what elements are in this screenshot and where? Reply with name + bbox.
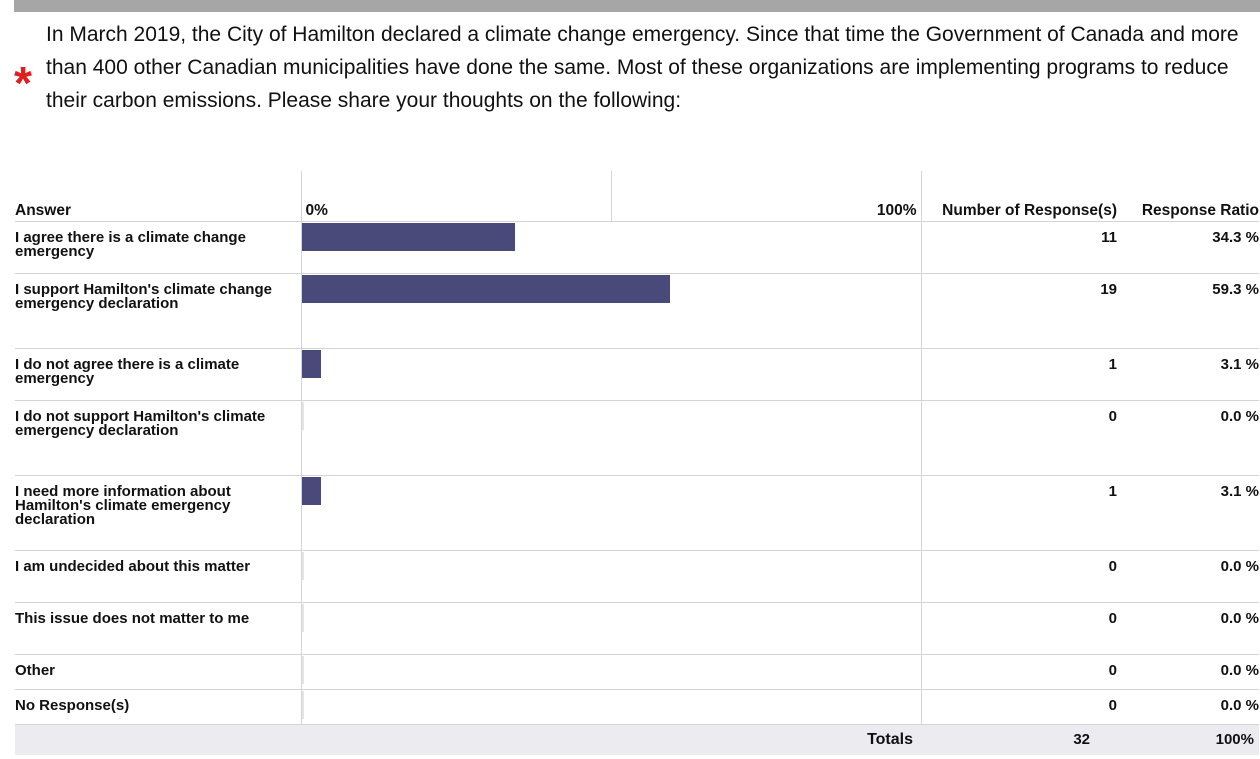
answer-label: I do not support Hamilton's climate emer… [15,400,301,476]
bar [301,350,321,378]
bar-track [300,689,922,725]
count-header: Number of Response(s) [921,171,1117,222]
header-row: Answer 0% 100% Number of Response(s) Res… [15,171,1259,222]
table-row: This issue does not matter to me 0 0.0 % [15,602,1259,655]
response-ratio: 0.0 % [1117,400,1259,476]
top-rule [14,0,1260,12]
bar-track [300,475,922,551]
bar [301,604,304,632]
table-row: No Response(s) 0 0.0 % [15,689,1259,725]
answer-label: This issue does not matter to me [15,602,301,655]
response-count: 0 [921,400,1117,476]
scale-midline [611,171,612,221]
bar-track [300,550,922,603]
response-count: 0 [921,689,1117,725]
bar [301,402,304,430]
results-body: I agree there is a climate change emerge… [15,221,1259,725]
bar-track [300,221,922,274]
table-row: I do not support Hamilton's climate emer… [15,400,1259,476]
totals-empty-cell [15,724,301,755]
results-table: Answer 0% 100% Number of Response(s) Res… [15,171,1259,755]
totals-row: Totals 32 100% [15,724,1259,755]
bar [301,656,304,684]
table-row: I support Hamilton's climate change emer… [15,273,1259,349]
response-count: 11 [921,221,1117,274]
bar [301,477,321,505]
bar-track [300,348,922,401]
response-ratio: 0.0 % [1117,654,1259,690]
scale-min-label: 0% [305,202,328,219]
answer-label: I need more information about Hamilton's… [15,475,301,551]
response-count: 0 [921,654,1117,690]
response-count: 0 [921,602,1117,655]
answer-label: I do not agree there is a climate emerge… [15,348,301,401]
bar [301,691,304,719]
table-row: Other 0 0.0 % [15,654,1259,690]
response-ratio: 3.1 % [1117,348,1259,401]
answer-label: I am undecided about this matter [15,550,301,603]
table-row: I need more information about Hamilton's… [15,475,1259,551]
answer-label: I agree there is a climate change emerge… [15,221,301,274]
bar-track [300,602,922,655]
response-ratio: 59.3 % [1117,273,1259,349]
totals-ratio: 100% [1117,724,1259,755]
answer-label: Other [15,654,301,690]
scale-header: 0% 100% [300,171,922,222]
response-ratio: 0.0 % [1117,602,1259,655]
bar-track [300,654,922,690]
bar-track [300,400,922,476]
response-count: 1 [921,348,1117,401]
answer-label: I support Hamilton's climate change emer… [15,273,301,349]
table-row: I do not agree there is a climate emerge… [15,348,1259,401]
required-asterisk-icon: * [14,57,32,109]
response-count: 19 [921,273,1117,349]
response-ratio: 0.0 % [1117,689,1259,725]
bar [301,223,515,251]
response-count: 1 [921,475,1117,551]
response-count: 0 [921,550,1117,603]
question-text: In March 2019, the City of Hamilton decl… [46,23,1239,112]
response-ratio: 0.0 % [1117,550,1259,603]
ratio-header: Response Ratio [1117,171,1259,222]
response-ratio: 3.1 % [1117,475,1259,551]
table-row: I agree there is a climate change emerge… [15,221,1259,274]
bar [301,552,304,580]
scale-max-label: 100% [876,202,917,219]
totals-count: 32 [921,724,1117,755]
table-row: I am undecided about this matter 0 0.0 % [15,550,1259,603]
totals-label: Totals [301,724,921,755]
answer-header: Answer [15,171,301,222]
answer-label: No Response(s) [15,689,301,725]
response-ratio: 34.3 % [1117,221,1259,274]
bar [301,275,670,303]
bar-track [300,273,922,349]
